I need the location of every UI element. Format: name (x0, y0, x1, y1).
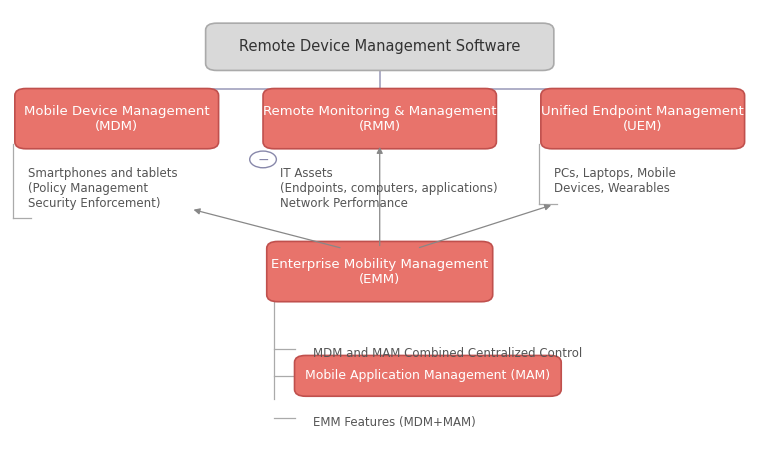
Text: IT Assets
(Endpoints, computers, applications)
Network Performance: IT Assets (Endpoints, computers, applica… (280, 167, 498, 210)
Text: −: − (257, 152, 269, 166)
Text: Remote Device Management Software: Remote Device Management Software (239, 39, 521, 54)
Text: EMM Features (MDM+MAM): EMM Features (MDM+MAM) (313, 416, 476, 429)
Text: PCs, Laptops, Mobile
Devices, Wearables: PCs, Laptops, Mobile Devices, Wearables (554, 167, 676, 195)
FancyBboxPatch shape (266, 242, 493, 302)
FancyBboxPatch shape (541, 89, 745, 149)
FancyBboxPatch shape (15, 89, 219, 149)
FancyBboxPatch shape (206, 23, 554, 70)
Text: Unified Endpoint Management
(UEM): Unified Endpoint Management (UEM) (541, 105, 744, 133)
Text: Smartphones and tablets
(Policy Management
Security Enforcement): Smartphones and tablets (Policy Manageme… (28, 167, 177, 210)
Text: Mobile Device Management
(MDM): Mobile Device Management (MDM) (24, 105, 210, 133)
FancyBboxPatch shape (263, 89, 496, 149)
Circle shape (250, 151, 276, 168)
Text: Remote Monitoring & Management
(RMM): Remote Monitoring & Management (RMM) (263, 105, 496, 133)
Text: MDM and MAM Combined Centralized Control: MDM and MAM Combined Centralized Control (313, 347, 582, 360)
FancyBboxPatch shape (294, 356, 561, 396)
Text: Mobile Application Management (MAM): Mobile Application Management (MAM) (306, 370, 551, 382)
Text: Enterprise Mobility Management
(EMM): Enterprise Mobility Management (EMM) (271, 257, 488, 286)
